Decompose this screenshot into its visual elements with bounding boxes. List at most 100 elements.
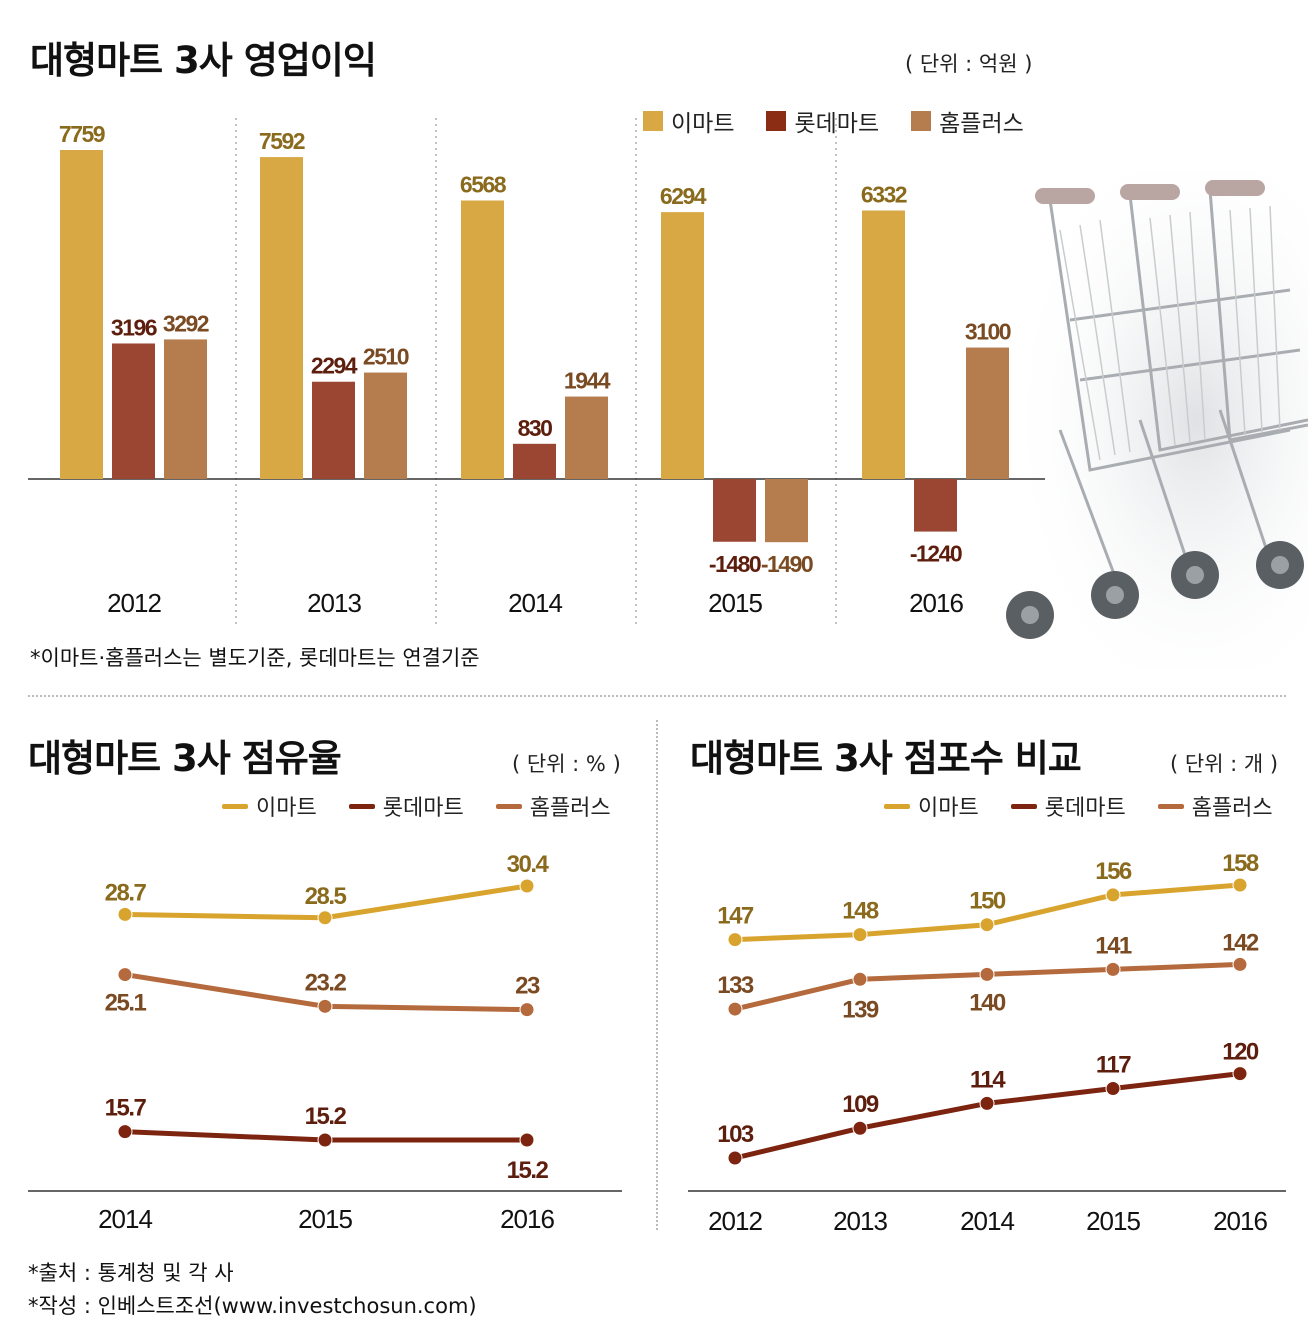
data-point-homeplus <box>1105 961 1121 977</box>
page-title: 대형마트 3사 영업이익 <box>30 39 377 82</box>
data-point-homeplus <box>317 998 333 1014</box>
data-label: 15.2 <box>507 1157 549 1184</box>
data-label: 133 <box>717 972 754 999</box>
legend-item-lotte: 롯데마트 <box>1010 790 1126 822</box>
data-label: 158 <box>1222 850 1259 877</box>
data-point-emart <box>1232 877 1248 893</box>
x-tick-label: 2015 <box>298 1204 352 1234</box>
x-tick-label: 2014 <box>508 588 562 618</box>
unit-label-stores: ( 단위 : 개 ) <box>1170 752 1279 776</box>
share-title: 대형마트 3사 점유율 <box>28 737 342 780</box>
bar-lotte-2016 <box>914 479 957 532</box>
legend-line-lotte <box>348 803 375 809</box>
data-label: 25.1 <box>105 990 147 1017</box>
data-label: 23.2 <box>305 969 347 996</box>
data-label: 139 <box>842 996 879 1023</box>
data-point-emart <box>117 906 133 922</box>
bar-value-label: 3196 <box>111 314 157 340</box>
legend-label: 홈플러스 <box>1191 796 1273 821</box>
x-tick-label: 2016 <box>1213 1206 1267 1236</box>
legend-label: 롯데마트 <box>1044 796 1126 821</box>
x-tick-label: 2016 <box>500 1204 554 1234</box>
data-point-homeplus <box>519 1002 535 1018</box>
bar-value-label: 7592 <box>259 128 305 154</box>
bar-value-label: 1944 <box>564 368 611 394</box>
data-label: 140 <box>969 989 1006 1016</box>
author-note: *작성 : 인베스트조선(www.investchosun.com) <box>28 1294 477 1318</box>
x-tick-label: 2015 <box>708 588 762 618</box>
legend-item-homeplus: 홈플러스 <box>495 790 611 822</box>
data-label: 114 <box>970 1066 1006 1093</box>
data-point-lotte <box>979 1095 995 1111</box>
legend-label: 롯데마트 <box>794 111 880 137</box>
legend-label: 홈플러스 <box>939 111 1024 137</box>
bar-value-label: 6294 <box>660 183 707 209</box>
data-label: 28.5 <box>305 883 347 910</box>
bar-value-label: -1240 <box>910 541 962 567</box>
bar-value-label: 7759 <box>59 121 105 147</box>
bar-value-label: -1490 <box>761 551 813 577</box>
footnote-basis: *이마트·홈플러스는 별도기준, 롯데마트는 연결기준 <box>30 646 480 670</box>
unit-label-share: ( 단위 : % ) <box>512 752 621 776</box>
data-label: 148 <box>842 898 879 925</box>
data-point-homeplus <box>852 971 868 987</box>
unit-label-profit: ( 단위 : 억원 ) <box>905 52 1033 76</box>
data-point-homeplus <box>727 1001 743 1017</box>
profit-bar-chart: 7759 3196 3292 2012 7592 2294 2510 2013 6568 830 1… <box>28 118 1045 628</box>
data-label: 30.4 <box>507 851 550 878</box>
bar-emart-2013 <box>260 157 303 480</box>
data-point-emart <box>852 927 868 943</box>
legend-label: 이마트 <box>256 796 317 821</box>
bar-homeplus-2016 <box>966 347 1009 479</box>
legend-item-emart: 이마트 <box>643 104 734 138</box>
legend-line-lotte <box>1010 803 1037 809</box>
legend-profit: 이마트 롯데마트 홈플러스 <box>643 104 1046 138</box>
legend-line-emart <box>884 803 910 809</box>
bar-value-label: 6332 <box>861 182 907 208</box>
legend-item-lotte: 롯데마트 <box>348 790 464 822</box>
data-point-lotte <box>1105 1081 1121 1097</box>
data-label: 147 <box>717 903 754 930</box>
x-tick-label: 2012 <box>107 588 161 618</box>
bar-value-label: -1480 <box>709 551 761 577</box>
data-point-lotte <box>117 1124 133 1140</box>
legend-swatch-emart <box>643 111 663 131</box>
bar-emart-2012 <box>60 150 103 479</box>
legend-item-homeplus: 홈플러스 <box>1157 790 1273 822</box>
x-tick-label: 2013 <box>833 1206 887 1236</box>
data-point-emart <box>979 917 995 933</box>
legend-line-homeplus <box>495 803 522 809</box>
column-divider <box>656 720 658 1230</box>
data-label: 103 <box>717 1121 754 1148</box>
data-point-emart <box>1105 887 1121 903</box>
data-label: 15.2 <box>305 1103 347 1130</box>
legend-swatch-lotte <box>766 111 787 131</box>
bar-value-label: 3292 <box>163 310 209 336</box>
bar-lotte-2013 <box>312 381 355 479</box>
data-point-emart <box>519 878 535 894</box>
x-tick-label: 2014 <box>98 1204 152 1234</box>
bar-value-label: 6568 <box>460 172 507 198</box>
bar-emart-2015 <box>661 212 704 479</box>
x-tick-label: 2015 <box>1086 1206 1140 1236</box>
data-point-homeplus <box>1232 956 1248 972</box>
data-point-lotte <box>317 1132 333 1148</box>
bar-homeplus-2013 <box>364 372 407 479</box>
legend-line-homeplus <box>1157 803 1184 809</box>
bar-value-label: 830 <box>518 415 553 441</box>
data-label: 150 <box>969 888 1006 915</box>
legend-stores: 이마트 롯데마트 홈플러스 <box>884 790 1295 822</box>
bar-homeplus-2012 <box>164 339 207 479</box>
bar-homeplus-2015 <box>765 479 808 543</box>
section-divider <box>28 695 1286 697</box>
bar-lotte-2015 <box>713 479 756 542</box>
data-label: 141 <box>1095 932 1132 959</box>
legend-label: 이마트 <box>671 111 735 137</box>
data-point-lotte <box>852 1120 868 1136</box>
data-label: 156 <box>1095 858 1132 885</box>
bar-value-label: 2294 <box>311 353 358 379</box>
legend-share: 이마트 롯데마트 홈플러스 <box>222 790 633 822</box>
data-label: 117 <box>1096 1052 1131 1079</box>
legend-line-emart <box>222 803 248 809</box>
legend-label: 이마트 <box>918 796 979 821</box>
